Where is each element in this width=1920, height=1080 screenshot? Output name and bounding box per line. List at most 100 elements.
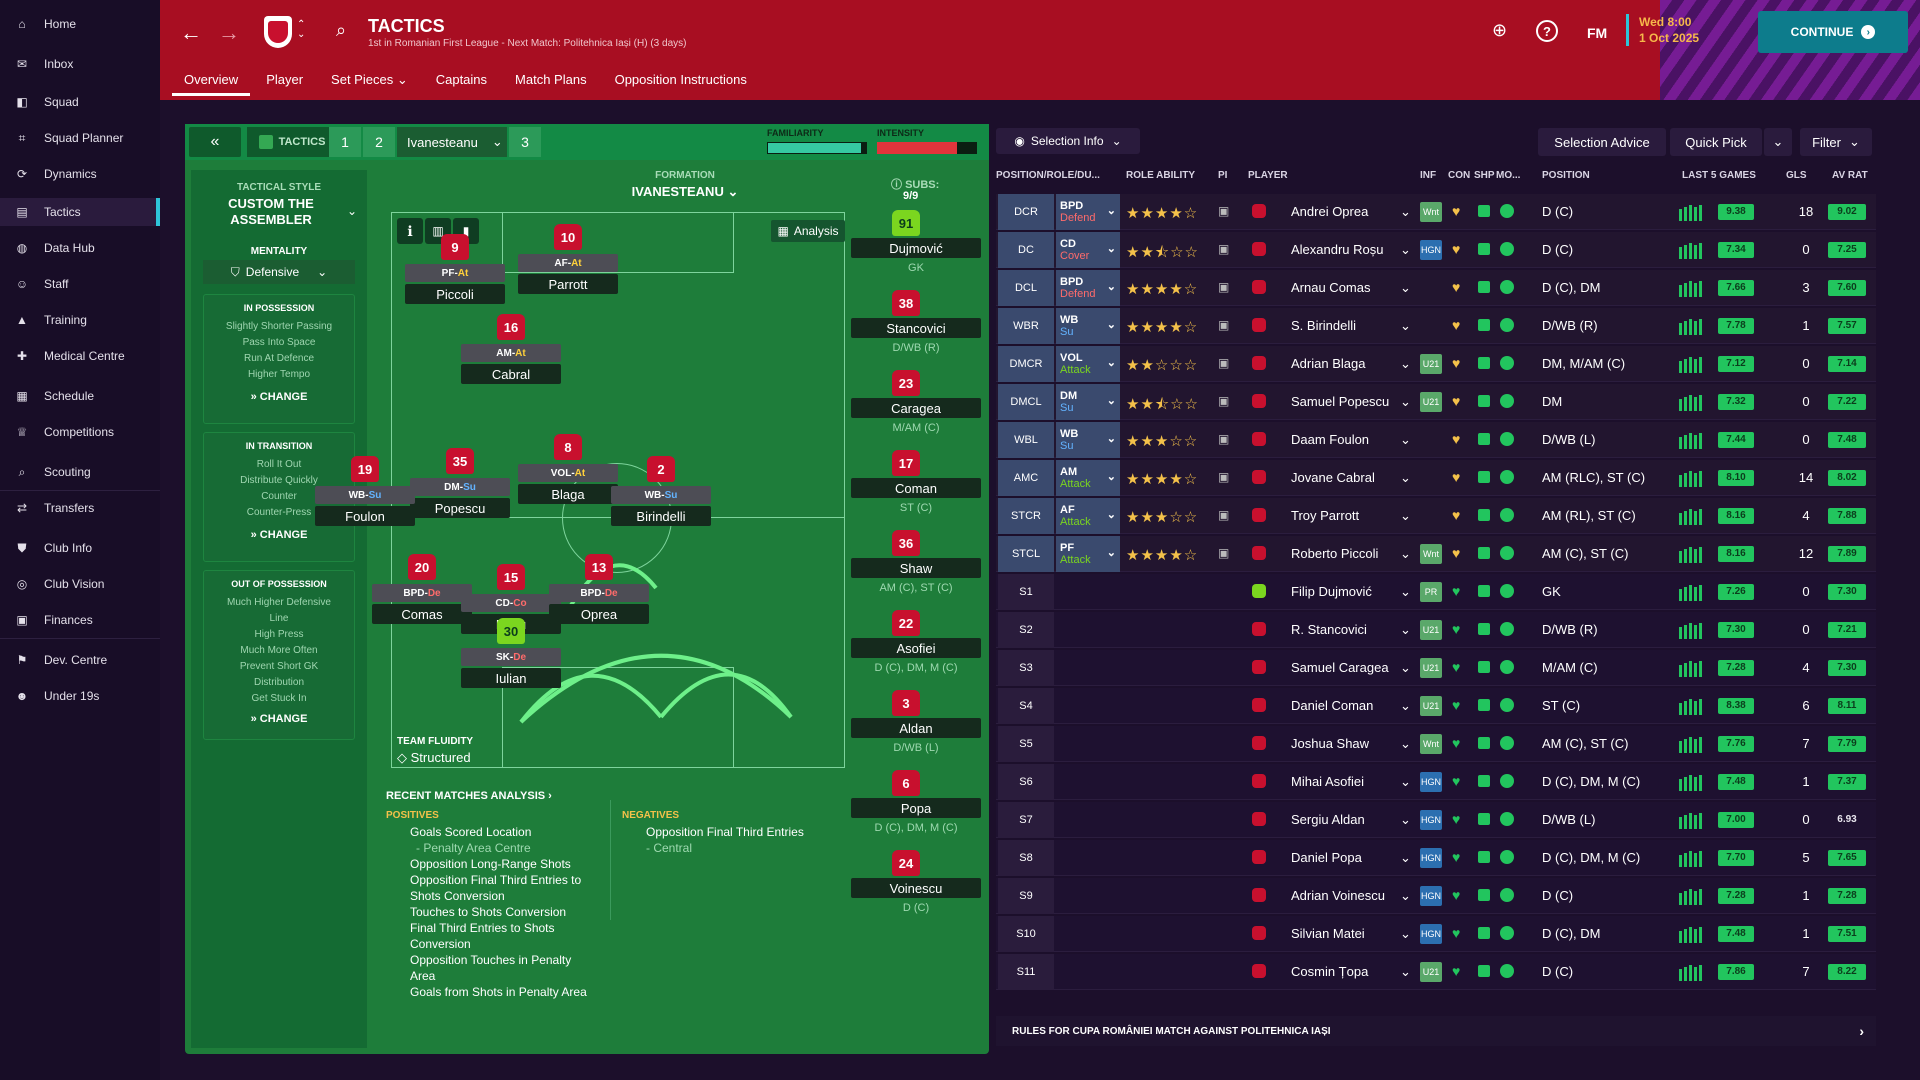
sub-shirt[interactable]: 91 <box>892 210 920 236</box>
info-view-button[interactable]: ℹ <box>397 218 423 244</box>
club-switch-chevrons-icon[interactable]: ⌃ ⌄ <box>297 19 306 40</box>
player-row[interactable]: STCR AF Attack ⌄ ★★★☆☆ ▣ Troy Parrott ⌄ ♥ AM (RL)… <box>996 498 1876 534</box>
player-instructions-icon[interactable]: ▣ <box>1218 394 1230 408</box>
column-header[interactable]: CON <box>1448 170 1471 181</box>
sidebar-item-data-hub[interactable]: ◍ Data Hub <box>0 234 160 262</box>
player-row[interactable]: DMCL DM Su ⌄ ★★⯪☆☆ ▣ Samuel Popescu ⌄ U21 ♥ DM 7.32… <box>996 384 1876 420</box>
player-row[interactable]: DCR BPD Defend ⌄ ★★★★☆ ▣ Andrei Oprea ⌄ Wnt ♥ D (C… <box>996 194 1876 230</box>
player-name-link[interactable]: Joshua Shaw <box>1291 736 1370 751</box>
chevron-down-icon[interactable]: ⌄ <box>1400 736 1411 751</box>
sub-shirt[interactable]: 17 <box>892 450 920 476</box>
player-role-dropdown[interactable]: DM - Su <box>410 478 510 496</box>
player-row[interactable]: S10 Silvian Matei ⌄ HGN ♥ D (C), DM 7.48 1 7.51 <box>996 916 1876 952</box>
player-role-dropdown[interactable]: AM - At <box>461 344 561 362</box>
player-instructions-icon[interactable]: ▣ <box>1218 546 1230 560</box>
role-duty-dropdown[interactable]: WB Su ⌄ <box>1056 422 1120 458</box>
selection-advice-button[interactable]: Selection Advice <box>1538 128 1666 156</box>
help-icon[interactable]: ? <box>1536 20 1558 42</box>
sub-name[interactable]: Stancovici <box>851 318 981 338</box>
chevron-down-icon[interactable]: ⌄ <box>1400 242 1411 257</box>
player-name[interactable]: Iulian <box>461 668 561 688</box>
player-name-link[interactable]: Cosmin Țopa <box>1291 964 1369 979</box>
player-name-link[interactable]: R. Stancovici <box>1291 622 1367 637</box>
player-row[interactable]: S11 Cosmin Țopa ⌄ U21 ♥ D (C) 7.86 7 8.22 <box>996 954 1876 990</box>
tab-set-pieces[interactable]: Set Pieces ⌄ <box>319 68 420 96</box>
player-name-link[interactable]: S. Birindelli <box>1291 318 1357 333</box>
player-name-link[interactable]: Mihai Asofiei <box>1291 774 1364 789</box>
player-row[interactable]: S7 Sergiu Aldan ⌄ HGN ♥ D/WB (L) 7.00 0 6.93 <box>996 802 1876 838</box>
fm-menu-button[interactable]: FM <box>1587 25 1608 41</box>
player-role-dropdown[interactable]: CD - Co <box>461 594 561 612</box>
player-row[interactable]: S4 Daniel Coman ⌄ U21 ♥ ST (C) 8.38 6 8.11 <box>996 688 1876 724</box>
in-possession-change-button[interactable]: » CHANGE <box>250 391 308 403</box>
column-header[interactable]: ROLE ABILITY <box>1126 170 1196 181</box>
player-name-link[interactable]: Samuel Popescu <box>1291 394 1390 409</box>
sidebar-item-home[interactable]: ⌂ Home <box>0 10 160 38</box>
sidebar-item-tactics[interactable]: ▤ Tactics <box>0 198 160 226</box>
player-shirt[interactable]: 9 <box>441 234 469 260</box>
sidebar-item-staff[interactable]: ☺ Staff <box>0 270 160 298</box>
player-name-link[interactable]: Daniel Popa <box>1291 850 1362 865</box>
player-name[interactable]: Comas <box>372 604 472 624</box>
player-instructions-icon[interactable]: ▣ <box>1218 204 1230 218</box>
player-name-link[interactable]: Adrian Blaga <box>1291 356 1366 371</box>
player-shirt[interactable]: 10 <box>554 224 582 250</box>
chevron-down-icon[interactable]: ⌄ <box>1400 584 1411 599</box>
collapse-panel-button[interactable]: « <box>189 127 241 157</box>
sidebar-item-club-info[interactable]: ⛊ Club Info <box>0 534 160 562</box>
tab-overview[interactable]: Overview <box>172 68 251 96</box>
sidebar-item-scouting[interactable]: ⌕ Scouting <box>0 458 160 486</box>
player-name[interactable]: Foulon <box>315 506 415 526</box>
role-duty-dropdown[interactable]: AM Attack ⌄ <box>1056 460 1120 496</box>
player-shirt[interactable]: 35 <box>446 448 474 474</box>
sub-shirt[interactable]: 22 <box>892 610 920 636</box>
player-row[interactable]: S6 Mihai Asofiei ⌄ HGN ♥ D (C), DM, M (C) 7.48… <box>996 764 1876 800</box>
column-header[interactable]: GLS <box>1786 170 1807 181</box>
player-row[interactable]: DMCR VOL Attack ⌄ ★★☆☆☆ ▣ Adrian Blaga ⌄ U21 ♥ DM,… <box>996 346 1876 382</box>
column-header[interactable]: POSITION <box>1542 170 1590 181</box>
game-date[interactable]: Wed 8:00 1 Oct 2025 <box>1626 14 1699 46</box>
sidebar-item-club-vision[interactable]: ◎ Club Vision <box>0 570 160 598</box>
column-header[interactable]: LAST 5 GAMES <box>1682 170 1756 181</box>
player-shirt[interactable]: 15 <box>497 564 525 590</box>
player-instructions-icon[interactable]: ▣ <box>1218 242 1230 256</box>
player-name[interactable]: Piccoli <box>405 284 505 304</box>
player-name[interactable]: Oprea <box>549 604 649 624</box>
player-name-link[interactable]: Alexandru Roșu <box>1291 242 1384 257</box>
player-shirt[interactable]: 13 <box>585 554 613 580</box>
role-duty-dropdown[interactable]: BPD Defend ⌄ <box>1056 270 1120 306</box>
sidebar-item-inbox[interactable]: ✉ Inbox <box>0 50 160 78</box>
player-role-dropdown[interactable]: SK - De <box>461 648 561 666</box>
chevron-down-icon[interactable]: ⌄ <box>1400 622 1411 637</box>
player-row[interactable]: AMC AM Attack ⌄ ★★★★☆ ▣ Jovane Cabral ⌄ ♥ AM (RLC… <box>996 460 1876 496</box>
player-role-dropdown[interactable]: BPD - De <box>372 584 472 602</box>
chevron-down-icon[interactable]: ⌄ <box>1400 888 1411 903</box>
player-role-dropdown[interactable]: VOL - At <box>518 464 618 482</box>
chevron-down-icon[interactable]: ⌄ <box>1400 356 1411 371</box>
tactic-slot-2[interactable]: 2 <box>363 127 395 157</box>
column-header[interactable]: INF <box>1420 170 1437 181</box>
filter-dropdown[interactable]: Filter ⌄ <box>1800 128 1872 156</box>
sidebar-item-finances[interactable]: ▣ Finances <box>0 606 160 634</box>
sidebar-item-dynamics[interactable]: ⟳ Dynamics <box>0 160 160 188</box>
analysis-button[interactable]: ▦ Analysis <box>771 220 845 242</box>
column-header[interactable]: PI <box>1218 170 1228 181</box>
sub-name[interactable]: Aldan <box>851 718 981 738</box>
formation-dropdown[interactable]: IVANESTEANU ⌄ <box>395 184 975 204</box>
player-name[interactable]: Parrott <box>518 274 618 294</box>
player-shirt[interactable]: 2 <box>647 456 675 482</box>
sub-shirt[interactable]: 23 <box>892 370 920 396</box>
player-name-link[interactable]: Andrei Oprea <box>1291 204 1369 219</box>
player-row[interactable]: S2 R. Stancovici ⌄ U21 ♥ D/WB (R) 7.30 0 7.21 <box>996 612 1876 648</box>
chevron-down-icon[interactable]: ⌄ <box>1400 280 1411 295</box>
sidebar-item-squad-planner[interactable]: ⌗ Squad Planner <box>0 124 160 152</box>
player-instructions-icon[interactable]: ▣ <box>1218 280 1230 294</box>
role-duty-dropdown[interactable]: WB Su ⌄ <box>1056 308 1120 344</box>
player-row[interactable]: S8 Daniel Popa ⌄ HGN ♥ D (C), DM, M (C) 7.70 5 7… <box>996 840 1876 876</box>
player-shirt[interactable]: 19 <box>351 456 379 482</box>
role-duty-dropdown[interactable]: DM Su ⌄ <box>1056 384 1120 420</box>
role-duty-dropdown[interactable]: CD Cover ⌄ <box>1056 232 1120 268</box>
team-fluidity-value[interactable]: ◇ Structured <box>397 750 471 766</box>
player-name-link[interactable]: Jovane Cabral <box>1291 470 1375 485</box>
chevron-down-icon[interactable]: ⌄ <box>1400 432 1411 447</box>
